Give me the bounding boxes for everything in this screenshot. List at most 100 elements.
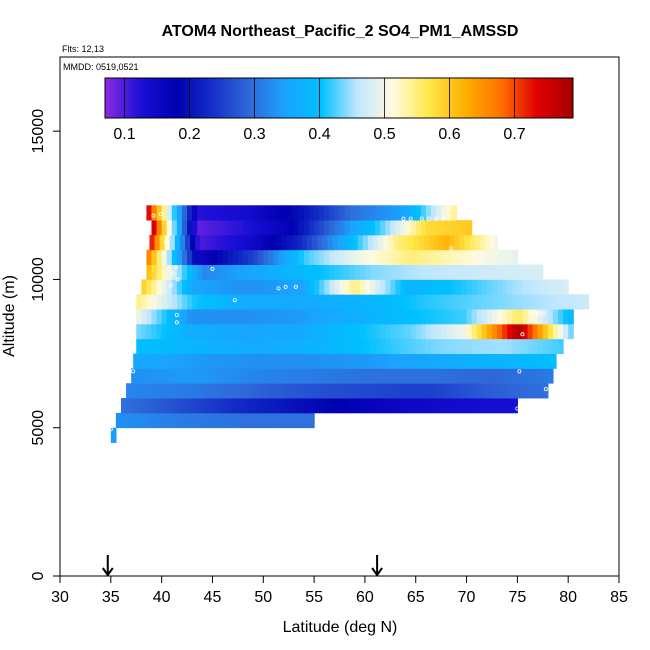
flights-label: Flts: 12,13 [62,44,104,54]
heatmap-cell [285,353,292,369]
heatmap-cell [357,234,364,251]
heatmap-cell [519,353,526,369]
heatmap-cell [283,412,290,429]
heatmap-cell [415,383,422,399]
heatmap-cell [197,205,203,221]
heatmap-cell [141,309,147,325]
heatmap-cell [148,353,155,369]
heatmap-cell [232,249,239,265]
heatmap-cell [544,353,551,369]
heatmap-cell [441,220,447,236]
heatmap-cell [415,294,422,310]
heatmap-cell [253,338,259,354]
heatmap-cell [380,338,386,354]
heatmap-cell [242,249,249,265]
heatmap-cell [417,353,424,369]
heatmap-cell [329,398,336,414]
heatmap-cell [405,309,412,325]
heatmap-cell [212,412,219,429]
heatmap-cell [141,368,147,384]
heatmap-cell [375,220,381,236]
heatmap-cell [161,412,168,429]
heatmap-cell [430,383,437,399]
heatmap-cell [288,264,295,280]
heatmap-cell [270,353,277,369]
heatmap-cell [364,323,371,340]
heatmap-cell [583,294,590,310]
heatmap-cell [126,383,132,399]
heatmap-cell [237,338,244,354]
heatmap-cell [400,294,407,310]
heatmap-cell [283,398,290,414]
heatmap-cell [364,279,371,295]
heatmap-cell [339,338,346,354]
heatmap-cell [378,234,384,251]
heatmap-cell [212,338,219,354]
heatmap-cell [532,383,539,399]
heatmap-cell [339,249,346,265]
heatmap-band [146,264,544,280]
heatmap-cell [179,234,186,251]
heatmap-cell [410,264,417,280]
heatmap-cell [217,249,224,265]
heatmap-cell [222,398,229,414]
heatmap-cell [212,309,219,325]
heatmap-cell [451,398,457,414]
heatmap-cell [194,353,200,369]
heatmap-cell [278,309,285,325]
heatmap-cell [425,368,432,384]
heatmap-cell [380,220,386,236]
heatmap-cell [436,323,442,340]
heatmap-cell [219,353,226,369]
heatmap-cell [263,279,269,295]
heatmap-cell [517,383,524,399]
heatmap-cell [522,264,529,280]
heatmap-cell [514,353,520,369]
heatmap-cell [507,264,513,280]
heatmap-cell [449,234,455,251]
heatmap-cell [212,279,219,295]
heatmap-cell [312,234,318,251]
heatmap-cell [217,398,224,414]
heatmap-cell [314,205,320,221]
measurement-point [151,213,156,218]
heatmap-cell [476,279,483,295]
heatmap-cell [319,264,325,280]
heatmap-cell [268,205,275,221]
heatmap-cell [573,294,579,310]
heatmap-cell [491,368,498,384]
heatmap-cell [319,323,325,340]
heatmap-cell [522,279,529,295]
heatmap-cell [473,353,480,369]
y-axis-label: Altitude (m) [1,275,18,357]
heatmap-cell [390,383,396,399]
measurement-point [408,216,413,221]
heatmap-cell [486,294,493,310]
heatmap-cell [354,338,361,354]
heatmap-cell [171,368,178,384]
heatmap-cell [400,368,407,384]
heatmap-cell [390,249,396,265]
heatmap-cell [446,383,452,399]
colorbar-tick-label: 0.4 [308,126,330,143]
heatmap-cell [491,294,498,310]
heatmap-cell [339,309,346,325]
heatmap-cell [405,264,412,280]
heatmap-cell [187,309,193,325]
measurement-point [530,311,535,316]
heatmap-cell [380,279,386,295]
heatmap-cell [192,412,198,429]
heatmap-cell [329,338,336,354]
heatmap-cell [217,220,224,236]
heatmap-cell [339,279,346,295]
heatmap-cell [334,338,341,354]
heatmap-cell [202,249,208,265]
heatmap-cell [461,338,468,354]
heatmap-cell [268,249,275,265]
heatmap-cell [283,309,290,325]
heatmap-cell [369,279,376,295]
heatmap-cell [471,368,478,384]
heatmap-cell [232,323,239,340]
heatmap-cell [192,338,198,354]
